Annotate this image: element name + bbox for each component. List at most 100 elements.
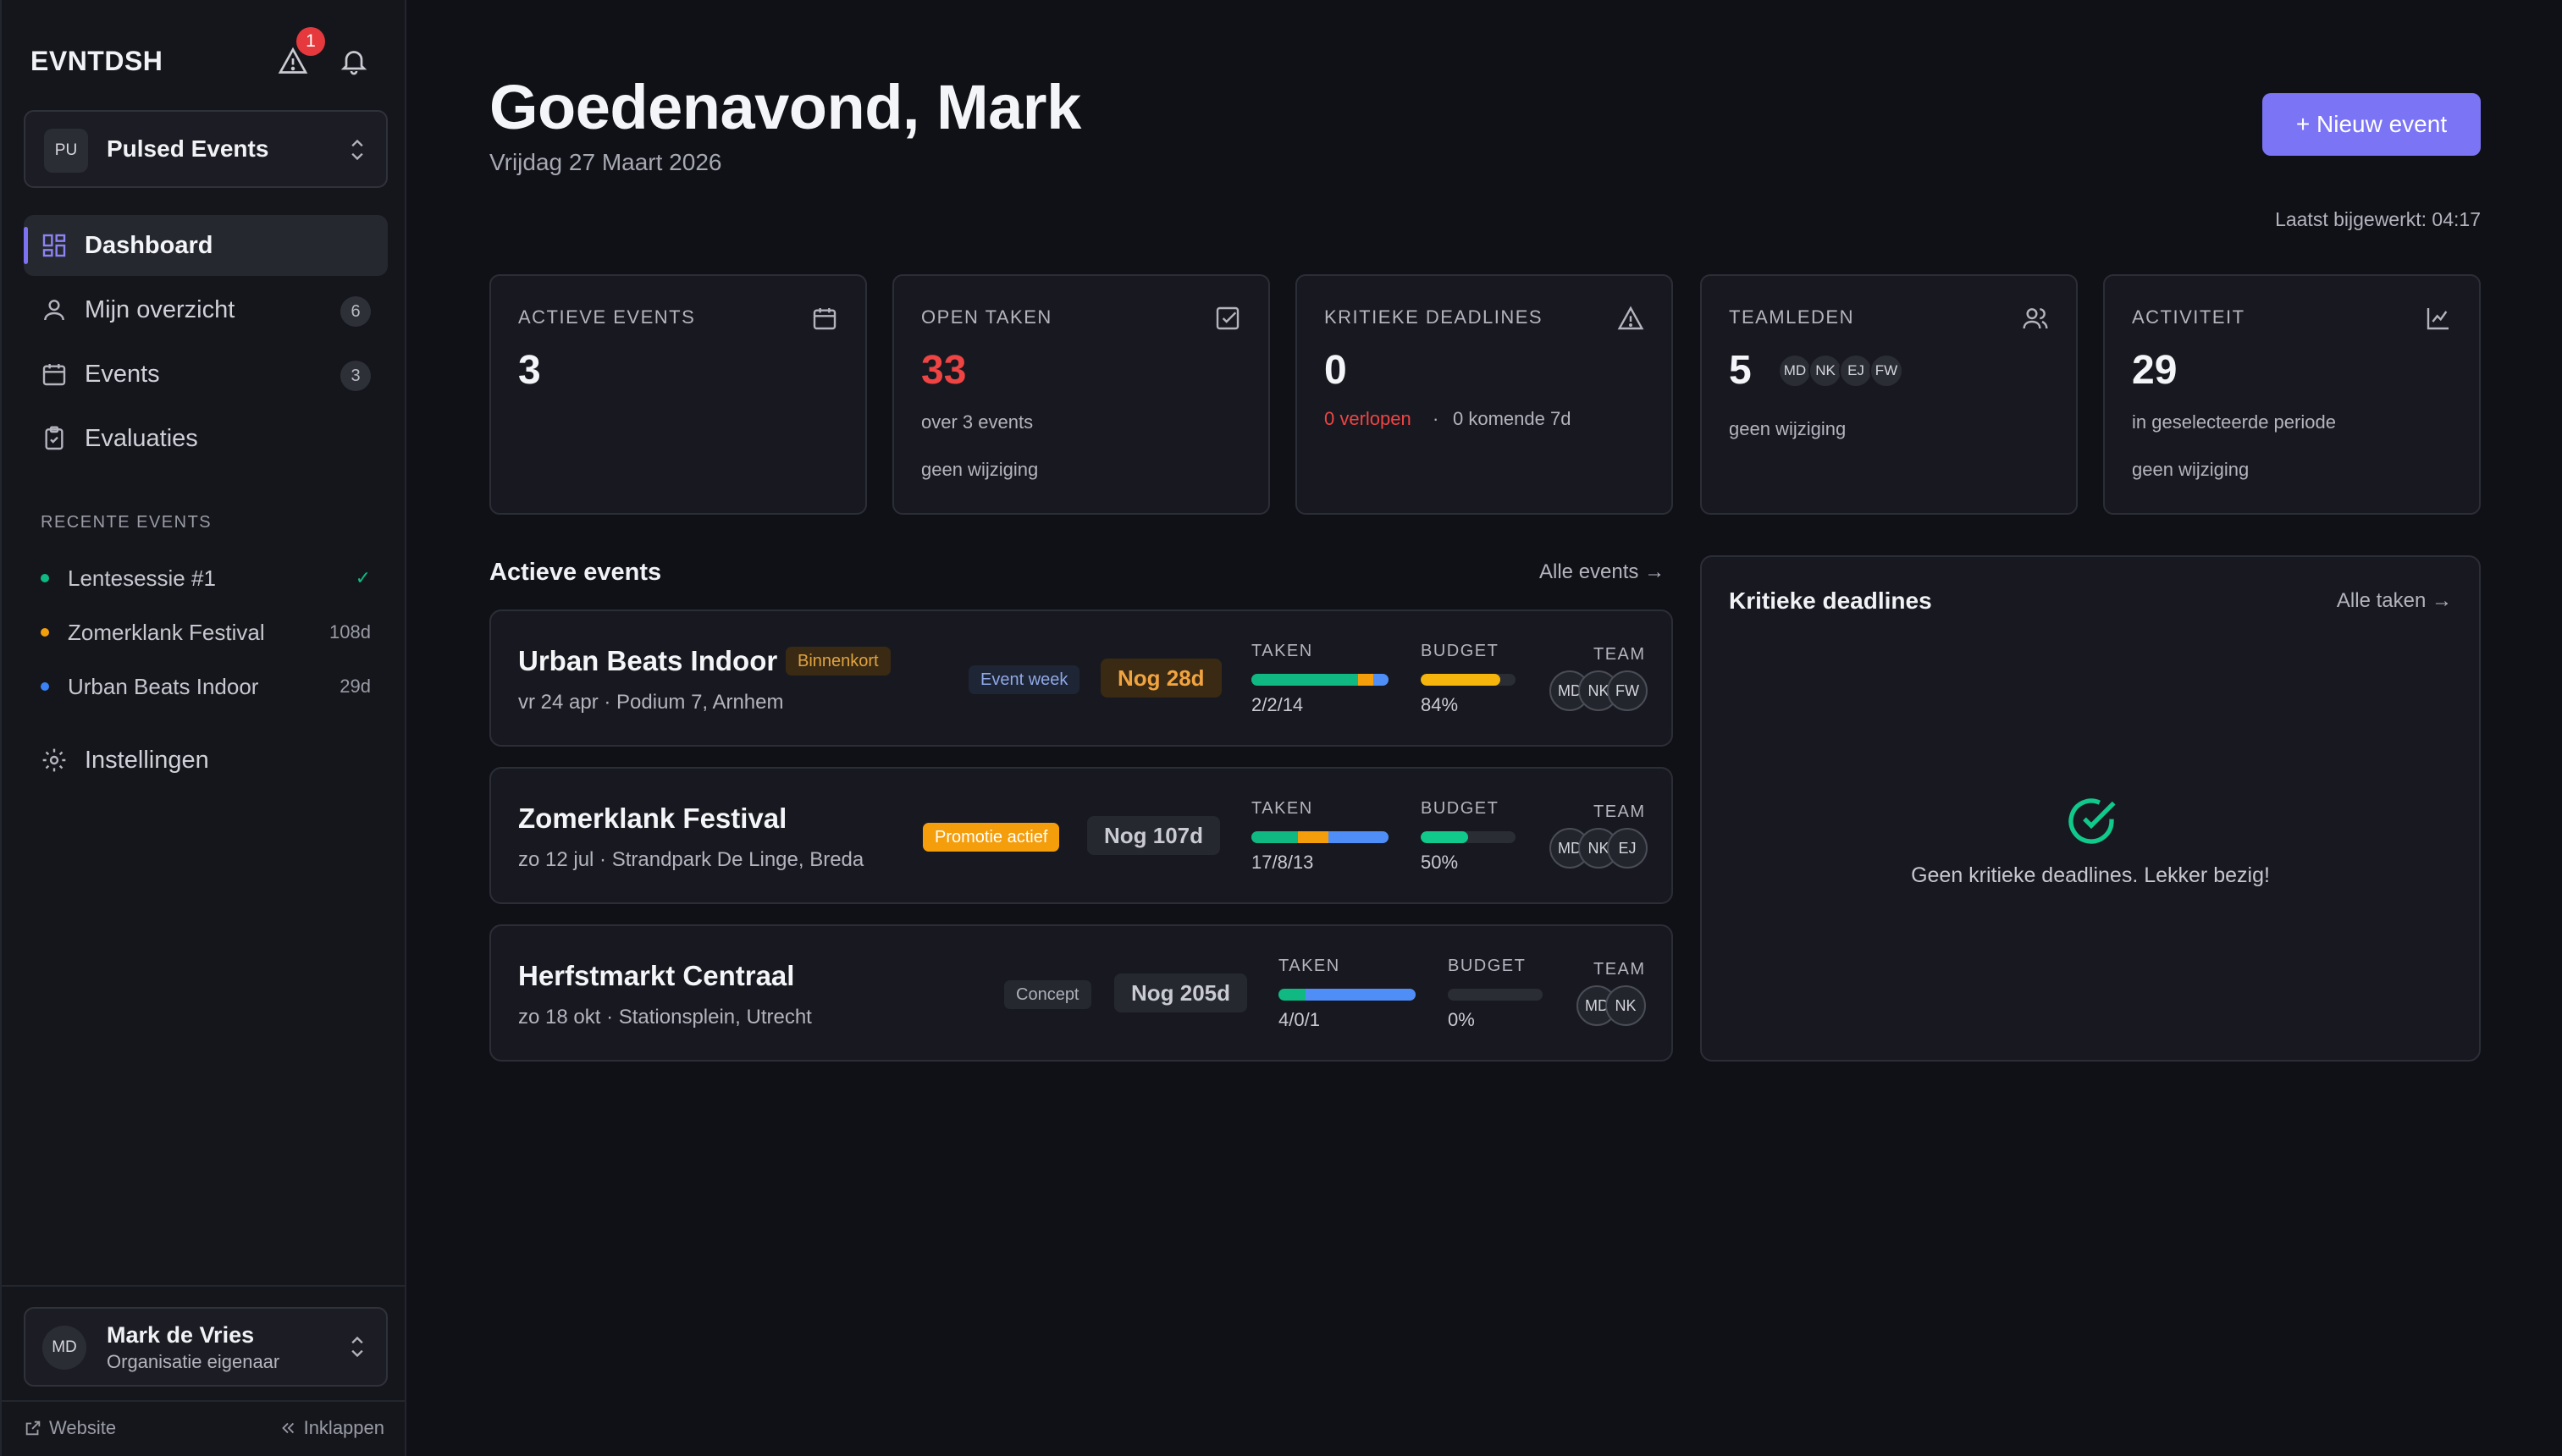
- status-dot: [41, 574, 49, 582]
- last-updated-text: Laatst bijgewerkt: 04:17: [2275, 208, 2481, 230]
- team-label: TEAM: [1593, 802, 1646, 821]
- recent-event-item[interactable]: Zomerklank Festival 108d: [41, 616, 371, 650]
- avatar: MD: [1778, 354, 1812, 388]
- org-avatar: PU: [44, 129, 88, 173]
- upcoming-count: 0 komende 7d: [1453, 408, 1571, 429]
- budget-percent: 0%: [1448, 1009, 1475, 1030]
- event-name: Zomerklank Festival: [518, 802, 787, 834]
- progress-segment: [1328, 831, 1389, 843]
- status-dot: [41, 628, 49, 637]
- stat-title: ACTIEVE EVENTS: [518, 306, 696, 328]
- stat-value: 33: [921, 348, 967, 393]
- nav-item-events[interactable]: Events 3: [24, 344, 388, 405]
- alerts-button[interactable]: [278, 46, 308, 76]
- tasks-progress-bar: [1251, 674, 1389, 686]
- nav-count-badge: 3: [340, 361, 371, 391]
- stat-card-activiteit: ACTIVITEIT 29 in geselecteerde periode g…: [2103, 274, 2481, 515]
- countdown-badge: Nog 205d: [1114, 973, 1248, 1012]
- stat-subtext: in geselecteerde periode: [2132, 411, 2336, 433]
- tasks-count: 4/0/1: [1278, 1009, 1320, 1030]
- event-meta: zo 18 okt · Stationsplein, Utrecht: [518, 1006, 812, 1029]
- clipboard-check-icon: [41, 425, 68, 452]
- dashboard-icon: [41, 232, 68, 259]
- team-avatars: MD NK EJ FW: [1778, 354, 1903, 388]
- event-meta: vr 24 apr · Podium 7, Arnhem: [518, 691, 784, 714]
- nav-item-evaluaties[interactable]: Evaluaties: [24, 408, 388, 469]
- bell-icon: [340, 51, 367, 75]
- nav-item-mijn-overzicht[interactable]: Mijn overzicht 6: [24, 279, 388, 340]
- all-tasks-link[interactable]: Alle taken →: [2336, 589, 2452, 612]
- website-link-label: Website: [49, 1417, 117, 1438]
- stat-title: OPEN TAKEN: [921, 306, 1052, 328]
- warning-icon: [278, 47, 308, 74]
- notifications-button[interactable]: [339, 46, 369, 76]
- nav-label: Dashboard: [85, 232, 213, 259]
- avatar: NK: [1808, 354, 1842, 388]
- event-name: Herfstmarkt Centraal: [518, 960, 795, 991]
- budget-percent: 84%: [1421, 694, 1459, 715]
- event-card-zomerklank-festival[interactable]: Zomerklank Festival zo 12 jul · Strandpa…: [489, 767, 1673, 904]
- tasks-progress-bar: [1251, 831, 1389, 843]
- budget-percent: 50%: [1421, 852, 1459, 873]
- event-card-herfstmarkt-centraal[interactable]: Herfstmarkt Centraal zo 18 okt · Station…: [489, 924, 1673, 1062]
- budget-fill: [1421, 831, 1468, 843]
- website-link[interactable]: Website: [24, 1417, 116, 1439]
- event-card-urban-beats-indoor[interactable]: Urban Beats Indoor Binnenkort vr 24 apr …: [489, 609, 1673, 747]
- divider: [2, 1285, 406, 1287]
- avatar: FW: [1869, 354, 1903, 388]
- chevron-updown-icon: [351, 1336, 363, 1358]
- empty-state-message: Geen kritieke deadlines. Lekker bezig!: [1911, 863, 2270, 887]
- current-date: Vrijdag 27 Maart 2026: [489, 149, 722, 175]
- sidebar: EVNTDSH 1 PU Pulsed Events Dashboard Mij…: [0, 0, 406, 1456]
- user-name: Mark de Vries: [107, 1322, 255, 1348]
- new-event-button[interactable]: + Nieuw event: [2262, 93, 2481, 156]
- avatar: EJ: [1839, 354, 1873, 388]
- collapse-sidebar-button[interactable]: Inklappen: [279, 1417, 384, 1439]
- nav-item-dashboard[interactable]: Dashboard: [24, 215, 388, 276]
- avatar: MD: [42, 1326, 86, 1370]
- check-icon: ✓: [355, 567, 371, 588]
- tasks-label: TAKEN: [1251, 642, 1313, 660]
- tasks-count: 17/8/13: [1251, 852, 1314, 873]
- all-events-link[interactable]: Alle events →: [1539, 560, 1665, 583]
- nav-item-instellingen[interactable]: Instellingen: [24, 730, 388, 791]
- brand-logo[interactable]: EVNTDSH: [30, 46, 163, 76]
- stat-change: geen wijziging: [921, 459, 1039, 480]
- calendar-icon: [811, 305, 838, 332]
- team-avatars: MD NK EJ: [1549, 828, 1648, 869]
- check-circle-icon: [2068, 798, 2116, 844]
- budget-label: BUDGET: [1448, 957, 1527, 975]
- collapse-label: Inklappen: [303, 1417, 384, 1438]
- team-label: TEAM: [1593, 960, 1646, 979]
- recent-event-days: 29d: [340, 676, 371, 697]
- chevrons-left-icon: [281, 1422, 294, 1434]
- progress-segment: [1358, 674, 1374, 686]
- nav-label: Evaluaties: [85, 425, 198, 452]
- organization-switcher[interactable]: PU Pulsed Events: [24, 110, 388, 188]
- user-menu[interactable]: MD Mark de Vries Organisatie eigenaar: [24, 1307, 388, 1387]
- calendar-icon: [41, 361, 68, 388]
- budget-progress-bar: [1448, 989, 1543, 1001]
- status-dot: [41, 682, 49, 691]
- org-name: Pulsed Events: [107, 135, 269, 162]
- separator-dot: ·: [1433, 408, 1439, 429]
- tasks-count: 2/2/14: [1251, 694, 1304, 715]
- progress-segment: [1306, 989, 1416, 1001]
- progress-segment: [1251, 831, 1299, 843]
- tasks-label: TAKEN: [1278, 957, 1340, 975]
- page-title: Goedenavond, Mark: [489, 72, 1081, 142]
- active-events-title: Actieve events: [489, 559, 662, 586]
- users-icon: [2022, 305, 2049, 332]
- stat-title: ACTIVITEIT: [2132, 306, 2245, 328]
- nav-label: Events: [85, 361, 160, 388]
- stat-card-actieve-events: ACTIEVE EVENTS 3: [489, 274, 867, 515]
- recent-event-days: 108d: [329, 621, 371, 643]
- recent-event-item[interactable]: Lentesessie #1 ✓: [41, 562, 371, 596]
- budget-progress-bar: [1421, 831, 1516, 843]
- recent-event-item[interactable]: Urban Beats Indoor 29d: [41, 670, 371, 704]
- stat-title: TEAMLEDEN: [1729, 306, 1854, 328]
- stat-subtext: over 3 events: [921, 411, 1034, 433]
- progress-segment: [1298, 831, 1328, 843]
- warning-icon: [1617, 305, 1644, 332]
- budget-fill: [1421, 674, 1501, 686]
